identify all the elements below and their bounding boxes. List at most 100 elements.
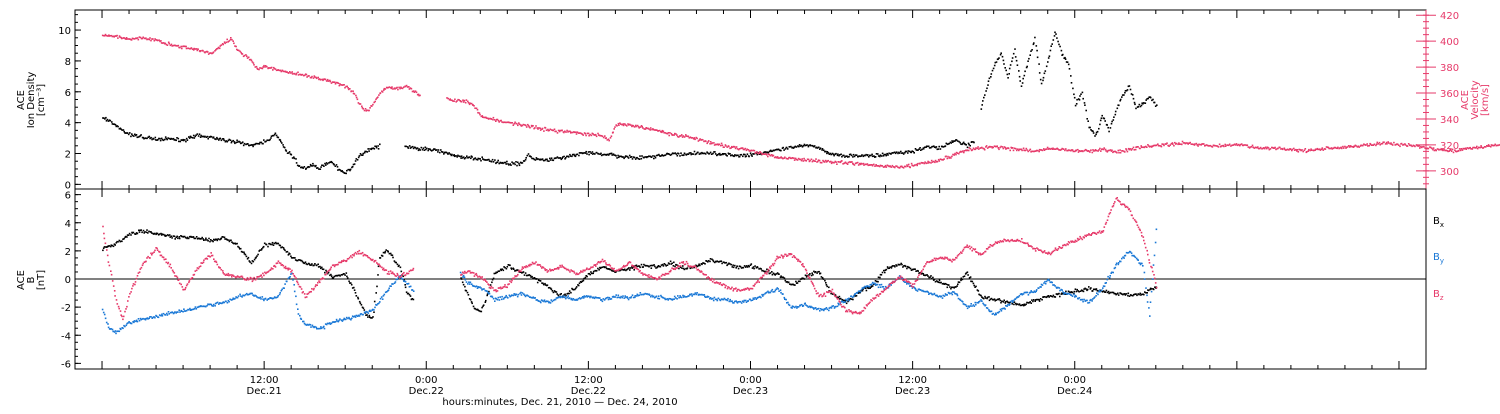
velocity-point [1479,147,1481,149]
by-point [780,292,782,294]
velocity-point [474,107,476,109]
velocity-point [1293,148,1295,150]
by-point [489,293,491,295]
velocity-point [291,71,293,73]
velocity-point [513,123,515,125]
bx-point [932,277,934,279]
velocity-point [613,128,615,130]
bx-point [930,275,932,277]
by-point [729,299,731,301]
velocity-point [150,40,152,42]
velocity-point [1219,144,1221,146]
bx-point [687,267,689,269]
bx-point [826,284,828,286]
bx-point [390,253,392,255]
bx-point [181,236,183,238]
by-point [471,283,473,285]
velocity-point [262,68,264,70]
bx-point [274,243,276,245]
by-point [1075,296,1077,298]
bx-point [461,278,463,280]
by-point [863,287,865,289]
density-point [641,158,643,160]
density-point [957,140,959,142]
velocity-point [830,161,832,163]
velocity-point [760,152,762,154]
bz-point [196,270,198,272]
bx-point [363,307,365,309]
density-point [1007,77,1009,79]
by-point [1073,294,1075,296]
bx-point [868,288,870,290]
velocity-point [538,127,540,129]
by-point [351,318,353,320]
bx-point [536,278,538,280]
bx-point [698,265,700,267]
by-point [1149,315,1151,317]
density-point [405,146,407,148]
velocity-point [696,138,698,140]
bz-point [261,276,263,278]
by-point [540,302,542,304]
density-point [269,139,271,141]
by-point [712,298,714,300]
bx-point [766,269,768,271]
by-point [681,297,683,299]
by-point [382,298,384,300]
density-point [1087,120,1089,122]
density-point [945,145,947,147]
density-point [852,156,854,158]
velocity-point [566,130,568,132]
by-point [131,323,133,325]
by-point [410,286,412,288]
by-point [163,313,165,315]
by-point [137,321,139,323]
by-point [405,281,407,283]
density-point [460,157,462,159]
density-point [826,153,828,155]
density-point [282,144,284,146]
bx-point [579,282,581,284]
velocity-point [1156,144,1158,146]
bz-point [161,255,163,257]
bx-point [259,249,261,251]
velocity-point [408,86,410,88]
bz-point [263,275,265,277]
density-point [1014,48,1016,50]
density-point [1051,43,1053,45]
density-point [530,156,532,158]
bx-point [513,268,515,270]
density-point [497,160,499,162]
density-point [1082,98,1084,100]
density-point [994,65,996,67]
bz-point [275,266,277,268]
density-point [479,158,481,160]
bx-point [938,282,940,284]
density-point [689,152,691,154]
bx-point [734,265,736,267]
by-point [310,326,312,328]
bz-point [304,293,306,295]
density-point [379,144,381,146]
bx-point [830,293,832,295]
bz-point [334,266,336,268]
bx-point [185,237,187,239]
density-point [1036,45,1038,47]
density-point [153,138,155,140]
bz-point [253,279,255,281]
bx-point [1014,301,1016,303]
bz-point [359,250,361,252]
by-point [105,318,107,320]
bx-point [628,267,630,269]
density-point [1046,66,1048,68]
velocity-point [721,143,723,145]
density-point [900,151,902,153]
bx-point [126,236,128,238]
density-point [160,140,162,142]
velocity-tick-label: 320 [1440,141,1459,152]
velocity-point [138,39,140,41]
density-point [1130,89,1132,91]
velocity-point [1368,145,1370,147]
bx-point [730,264,732,266]
